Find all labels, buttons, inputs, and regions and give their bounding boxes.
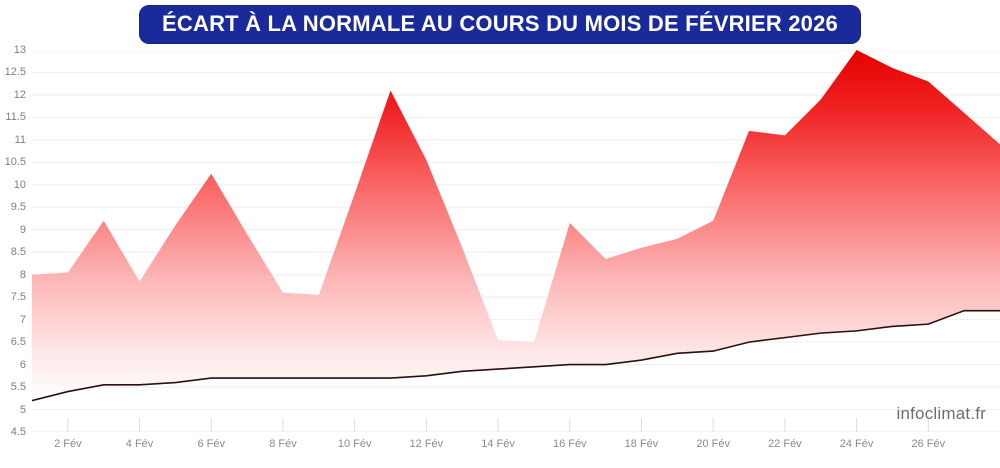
x-axis-tick-label: 24 Fév [839, 438, 874, 450]
x-axis-tick-label: 16 Fév [552, 438, 587, 450]
y-axis-labels: 4.5 5 5.5 6 6.5 7 7.5 8 8.5 9 9.5 10 10.5 11 11.5 12 12.… [0, 44, 30, 438]
x-axis-tick-label: 18 Fév [624, 438, 659, 450]
y-axis-tick-label: 4.5 [10, 426, 26, 438]
chart-canvas [32, 50, 1000, 432]
y-axis-tick-label: 13 [13, 44, 26, 56]
y-axis-tick-label: 11 [14, 133, 26, 146]
y-axis-tick-label: 8.5 [10, 246, 26, 259]
line-series-minimale [32, 309, 1000, 402]
x-axis-tick-label: 4 Fév [125, 438, 154, 450]
x-axis-tick-label: 12 Fév [409, 438, 444, 450]
area-series-maximale [32, 50, 1000, 401]
y-axis-tick-label: 6.5 [10, 336, 26, 349]
y-axis-tick-label: 9 [19, 223, 26, 236]
page-title: ÉCART À LA NORMALE AU COURS DU MOIS DE F… [140, 6, 860, 44]
x-axis-tick-label: 22 Fév [768, 438, 802, 450]
y-axis-tick-label: 10 [13, 178, 26, 191]
y-axis-tick-label: 12 [13, 88, 26, 101]
x-axis-tick-label: 26 Fév [911, 438, 946, 450]
x-axis-labels: 2 Fév 4 Fév 6 Fév 8 Fév 10 Fév 12 Fév 14 Fév 16… [32, 432, 1000, 468]
x-axis-tick-label: 10 Fév [337, 438, 372, 450]
watermark: infoclimat.fr [896, 404, 986, 423]
y-axis-tick-label: 11.5 [5, 111, 26, 124]
y-axis-tick-label: 10.5 [4, 156, 26, 169]
y-axis-tick-label: 5 [19, 403, 26, 416]
y-axis-tick-label: 5.5 [10, 381, 26, 394]
x-axis-tick-label: 20 Fév [696, 438, 730, 450]
y-axis-tick-label: 7 [19, 313, 26, 326]
y-axis-tick-label: 6 [19, 358, 26, 371]
y-axis-tick-label: 12.5 [4, 66, 26, 79]
x-gridlines [67, 418, 929, 432]
x-axis-tick-label: 6 Fév [197, 438, 226, 450]
x-axis-tick-label: 8 Fév [269, 438, 297, 450]
y-axis-tick-label: 9.5 [10, 201, 26, 214]
y-axis-tick-label: 7.5 [10, 291, 26, 304]
x-axis-tick-label: 2 Fév [54, 438, 82, 450]
x-axis-tick-label: 14 Fév [481, 438, 515, 450]
chart-title-container: ÉCART À LA NORMALE AU COURS DU MOIS DE F… [0, 6, 1000, 44]
plot-area [32, 50, 1000, 432]
y-axis-tick-label: 8 [19, 268, 26, 281]
